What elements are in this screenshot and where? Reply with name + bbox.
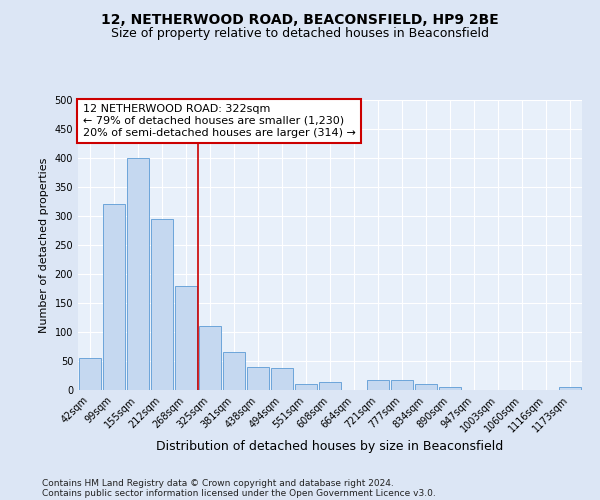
Text: 12, NETHERWOOD ROAD, BEACONSFIELD, HP9 2BE: 12, NETHERWOOD ROAD, BEACONSFIELD, HP9 2… <box>101 12 499 26</box>
Bar <box>79 358 101 390</box>
Bar <box>559 387 581 390</box>
Text: 12 NETHERWOOD ROAD: 322sqm
← 79% of detached houses are smaller (1,230)
20% of s: 12 NETHERWOOD ROAD: 322sqm ← 79% of deta… <box>83 104 356 138</box>
Bar <box>127 158 149 390</box>
Bar <box>415 384 437 390</box>
Bar <box>367 380 389 390</box>
Y-axis label: Number of detached properties: Number of detached properties <box>39 158 49 332</box>
Bar <box>295 384 317 390</box>
Bar <box>175 286 197 390</box>
Text: Contains HM Land Registry data © Crown copyright and database right 2024.: Contains HM Land Registry data © Crown c… <box>42 478 394 488</box>
Bar <box>223 352 245 390</box>
Bar <box>271 368 293 390</box>
X-axis label: Distribution of detached houses by size in Beaconsfield: Distribution of detached houses by size … <box>157 440 503 452</box>
Text: Contains public sector information licensed under the Open Government Licence v3: Contains public sector information licen… <box>42 488 436 498</box>
Bar <box>247 367 269 390</box>
Bar <box>319 382 341 390</box>
Bar <box>151 219 173 390</box>
Text: Size of property relative to detached houses in Beaconsfield: Size of property relative to detached ho… <box>111 28 489 40</box>
Bar <box>103 204 125 390</box>
Bar <box>439 387 461 390</box>
Bar <box>199 326 221 390</box>
Bar <box>391 380 413 390</box>
